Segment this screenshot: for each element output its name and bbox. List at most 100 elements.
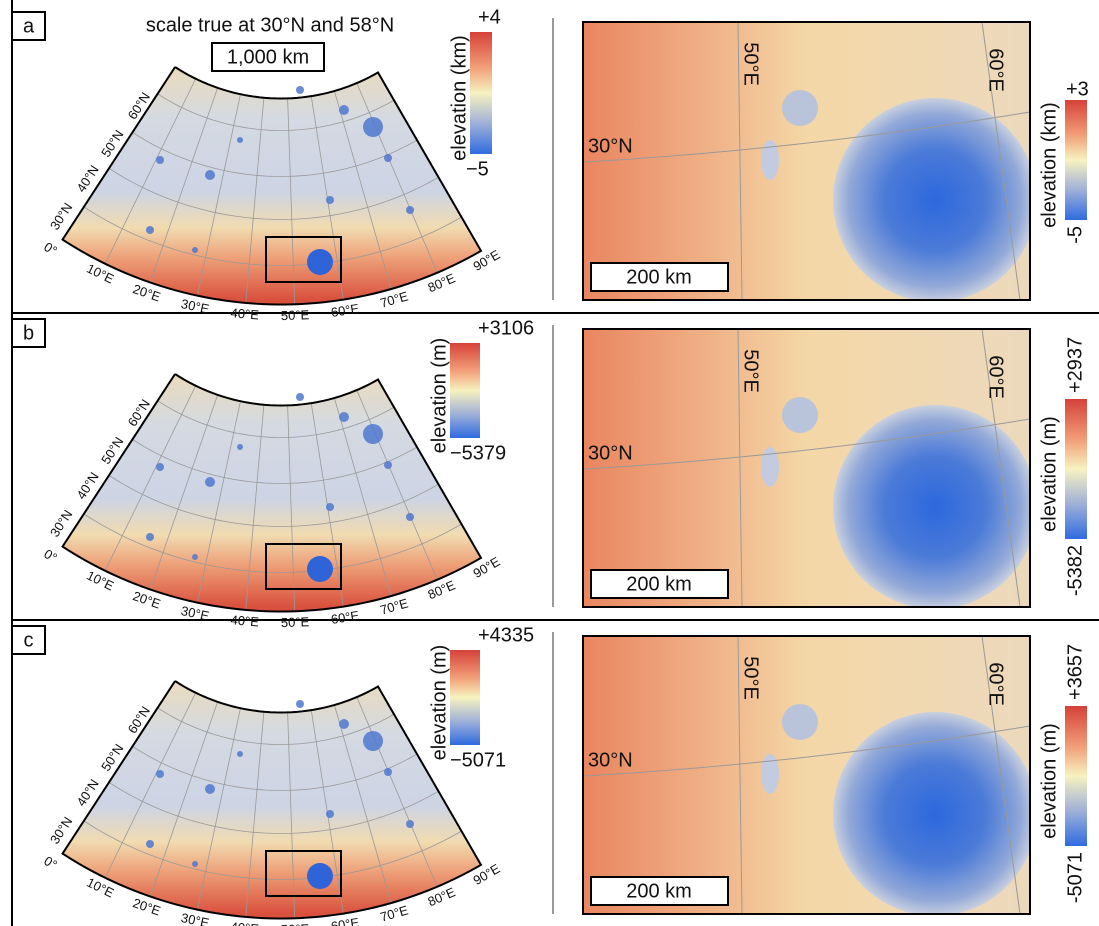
graticule — [132, 439, 418, 484]
zoom-box — [265, 543, 342, 590]
scale-bar-box — [590, 569, 729, 599]
colorbar-min: -5 — [1064, 226, 1086, 244]
crater — [761, 754, 779, 794]
crater — [833, 405, 1030, 607]
graticule — [132, 746, 418, 791]
graticule — [157, 707, 395, 745]
colorbar-title: elevation (m) — [428, 645, 450, 761]
colorbar-min: -5382 — [1064, 545, 1086, 596]
graticule — [981, 22, 1021, 300]
scale-bar-box — [590, 876, 729, 906]
colorbar-title: elevation (m) — [1038, 416, 1060, 532]
panel-label: a — [23, 15, 35, 37]
scale-bar-box — [211, 42, 325, 72]
zoom-frame — [582, 328, 1031, 608]
lon-label: 60°E — [985, 355, 1007, 399]
crater — [326, 810, 334, 818]
colorbar — [1065, 399, 1087, 539]
crater — [192, 861, 198, 867]
graticule — [104, 692, 197, 878]
crater — [156, 463, 164, 471]
lon-label: 30°E — [180, 296, 211, 317]
lon-label: 50°E — [740, 42, 762, 86]
zoom-frame — [582, 21, 1031, 301]
graticule — [104, 78, 197, 264]
scale-bar: 1,000 km — [227, 46, 309, 68]
panel-label-box — [11, 625, 46, 655]
colorbar-title: elevation (km) — [1038, 102, 1060, 228]
graticule — [334, 397, 392, 597]
map-outline — [61, 373, 483, 613]
crater — [384, 461, 392, 469]
graticule — [108, 168, 439, 220]
colorbar — [1065, 100, 1087, 220]
colorbar-max: +3657 — [1064, 644, 1086, 700]
crater — [156, 156, 164, 164]
crater — [363, 731, 383, 751]
lon-label: 40°E — [230, 919, 260, 926]
colorbar — [470, 32, 492, 154]
colorbar-max: +3106 — [478, 317, 534, 339]
graticule — [287, 98, 296, 305]
crater — [761, 447, 779, 487]
zoom-map — [583, 22, 1030, 300]
graticule — [108, 782, 439, 834]
crater — [326, 503, 334, 511]
crater — [307, 556, 333, 582]
graticule — [737, 636, 743, 914]
graticule — [245, 97, 265, 303]
graticule — [583, 725, 1030, 777]
panel-label: b — [23, 322, 34, 344]
lon-label: 50°E — [281, 921, 310, 926]
panel-label: c — [24, 629, 34, 651]
scale-bar: 200 km — [626, 880, 692, 902]
crater — [406, 513, 414, 521]
lat-label: 30°N — [588, 749, 633, 771]
colorbar-title: elevation (km) — [448, 35, 470, 161]
lon-label: 60°E — [985, 662, 1007, 706]
overview-map — [62, 374, 482, 612]
colorbar — [450, 343, 480, 438]
colorbar-min: −5071 — [450, 749, 506, 771]
crater — [237, 751, 243, 757]
graticule — [132, 132, 418, 177]
crater — [192, 247, 198, 253]
lon-label: 60°E — [985, 48, 1007, 92]
crater — [146, 226, 154, 234]
graticule — [245, 404, 265, 610]
scale-bar: 200 km — [626, 266, 692, 288]
lon-label: 30°E — [180, 910, 211, 926]
graticule — [287, 712, 296, 919]
crater — [363, 117, 383, 137]
map-outline — [61, 66, 483, 306]
crater — [237, 444, 243, 450]
graticule — [104, 385, 197, 571]
graticule — [83, 513, 462, 573]
crater — [156, 770, 164, 778]
zoom-frame — [582, 635, 1031, 915]
overview-map — [62, 67, 482, 305]
graticule — [356, 389, 438, 580]
crater — [339, 719, 349, 729]
graticule — [196, 708, 241, 910]
graticule — [981, 329, 1021, 607]
crater — [782, 90, 818, 126]
graticule — [149, 87, 218, 283]
graticule — [334, 704, 392, 904]
colorbar-min: -5071 — [1064, 852, 1086, 903]
colorbar — [450, 650, 480, 745]
crater — [296, 393, 304, 401]
graticule — [981, 636, 1021, 914]
zoom-map — [583, 329, 1030, 607]
graticule — [583, 418, 1030, 470]
graticule — [108, 475, 439, 527]
lat-label: 30°N — [588, 135, 633, 157]
colorbar-max: +2937 — [1064, 337, 1086, 393]
lon-label: 40°E — [230, 612, 260, 629]
crater — [205, 784, 215, 794]
lon-label: 0° — [41, 239, 60, 258]
crater — [205, 170, 215, 180]
colorbar-title: elevation (m) — [428, 338, 450, 454]
lat-label: 30°N — [588, 442, 633, 464]
